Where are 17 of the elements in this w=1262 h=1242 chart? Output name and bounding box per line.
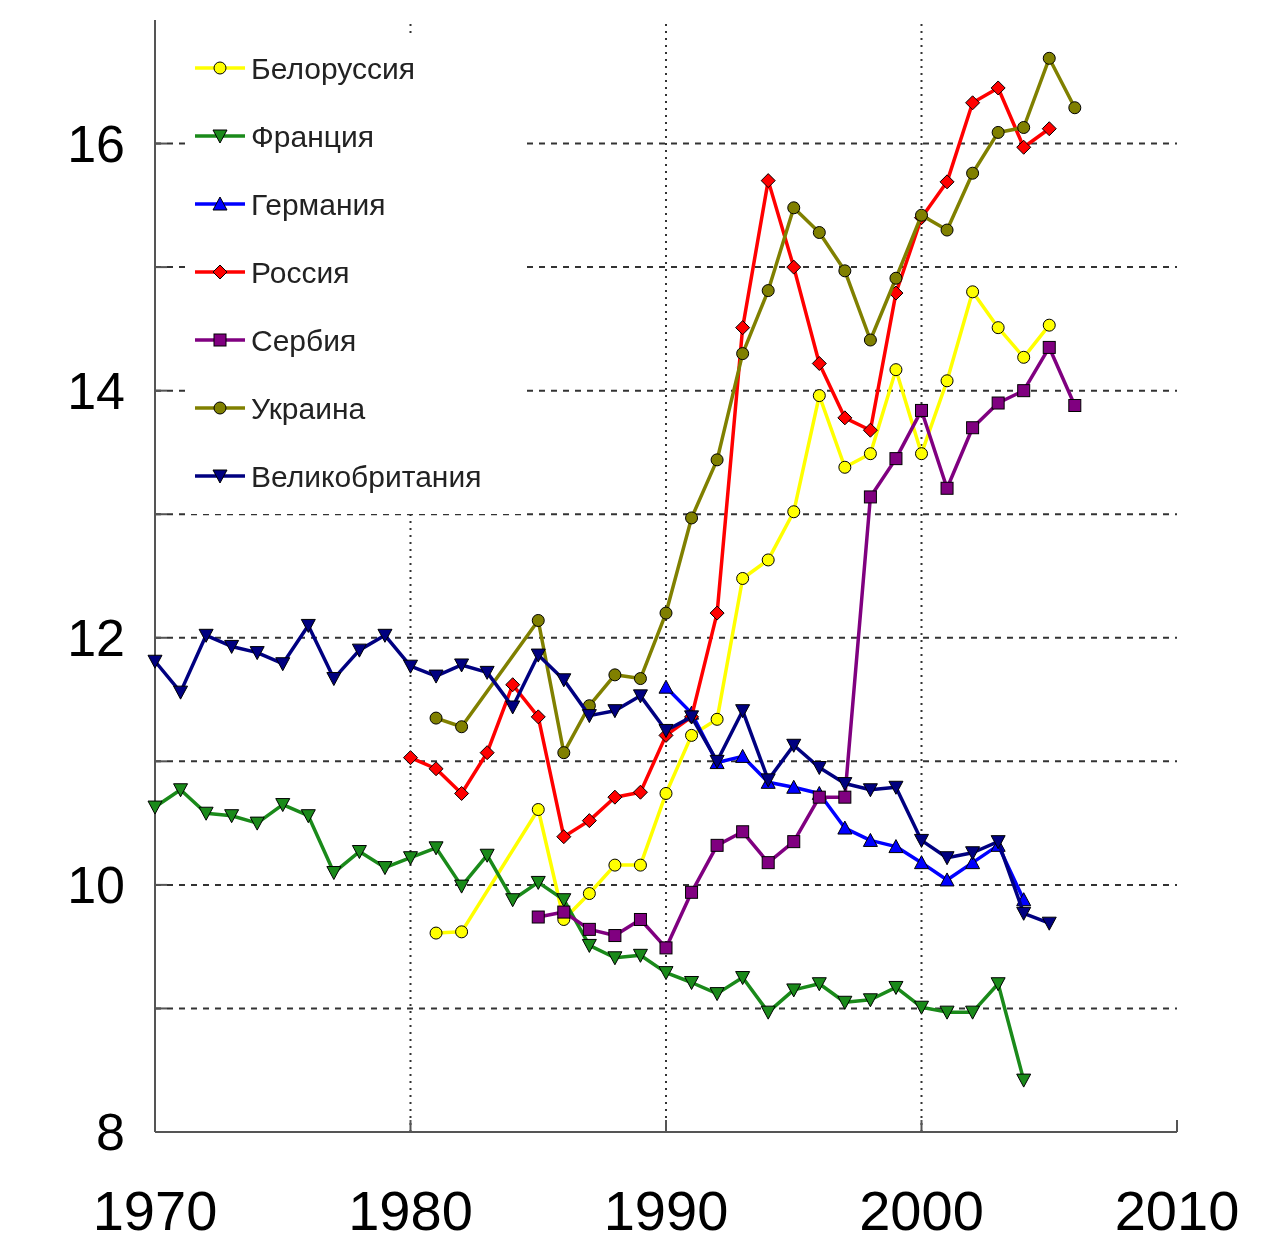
y-tick-label: 8	[96, 1103, 125, 1162]
x-tick-label: 1990	[603, 1179, 729, 1242]
legend-label: Украина	[251, 391, 366, 425]
x-tick-label: 2000	[859, 1179, 984, 1242]
legend-label: Белоруссия	[251, 51, 415, 85]
y-tick-label: 10	[67, 856, 125, 915]
y-tick-label: 12	[67, 608, 125, 667]
legend-label: Великобритания	[251, 459, 482, 493]
x-tick-label: 2010	[1114, 1179, 1240, 1242]
legend-label: Сербия	[251, 323, 357, 357]
legend-label: Франция	[251, 119, 374, 153]
x-tick-label: 1970	[92, 1179, 218, 1242]
legend-label: Германия	[251, 187, 386, 221]
y-tick-label: 14	[67, 361, 125, 420]
legend-label: Россия	[251, 255, 350, 289]
y-tick-label: 16	[67, 114, 125, 173]
x-tick-label: 1980	[348, 1179, 473, 1242]
